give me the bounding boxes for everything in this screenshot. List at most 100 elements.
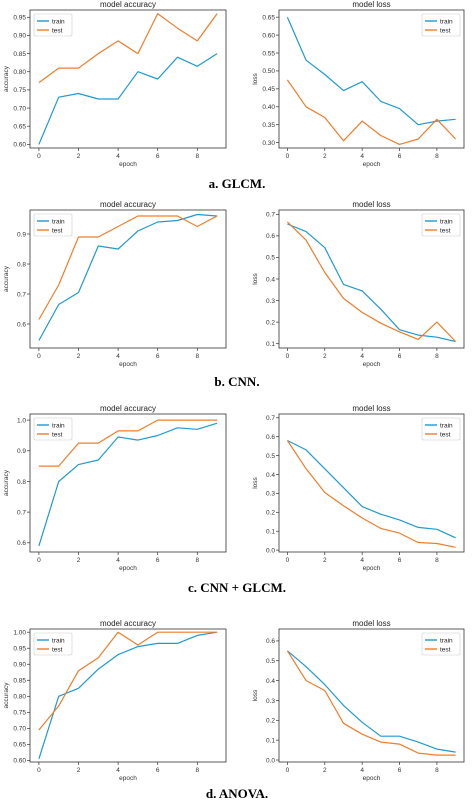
series-line-test: [38, 631, 218, 731]
y-tick-label: 0.60: [13, 142, 26, 149]
y-tick-label: 0.65: [13, 124, 26, 131]
chart-panel-7: model loss 0 2 4 6 8 0.0 0.1 0.2 0.3 0.4 0.5 0.6 epoc…: [237, 619, 474, 782]
x-tick-label: 8: [435, 557, 439, 564]
legend-label-test: test: [440, 27, 451, 34]
y-axis-label: loss: [252, 272, 259, 284]
y-tick-label: 0.5: [266, 255, 275, 262]
legend-label-test: test: [52, 431, 63, 438]
x-axis-label: epoch: [363, 775, 381, 782]
y-tick-label: 0.35: [262, 122, 275, 129]
y-tick-label: 0.3: [266, 491, 275, 498]
chart-title: model loss: [352, 0, 390, 9]
x-axis-label: epoch: [119, 775, 137, 782]
x-axis-label: epoch: [119, 565, 137, 572]
chart-title: model accuracy: [100, 619, 156, 628]
y-tick-label: 1.0: [17, 417, 26, 424]
x-tick-label: 6: [156, 767, 160, 774]
y-tick-label: 0.1: [266, 341, 275, 348]
plot-frame: [278, 9, 465, 149]
x-tick-label: 2: [77, 557, 81, 564]
y-tick-label: 0.60: [262, 32, 275, 39]
legend-label-test: test: [52, 646, 63, 653]
x-tick-label: 0: [286, 767, 290, 774]
y-axis-label: loss: [252, 72, 259, 84]
legend-label-train: train: [440, 637, 453, 644]
legend-label-train: train: [52, 637, 65, 644]
y-tick-label: 0.1: [266, 529, 275, 536]
x-axis-label: epoch: [119, 361, 137, 368]
x-tick-label: 4: [116, 767, 120, 774]
y-tick-label: 0.85: [13, 678, 26, 685]
y-tick-label: 0.70: [13, 105, 26, 112]
x-tick-label: 2: [323, 557, 327, 564]
x-tick-label: 8: [195, 557, 199, 564]
x-tick-label: 0: [286, 557, 290, 564]
x-tick-label: 4: [116, 557, 120, 564]
y-tick-label: 0.3: [266, 698, 275, 705]
y-tick-label: 0.9: [17, 231, 26, 238]
series-line-train: [286, 16, 456, 126]
chart-title: model loss: [352, 619, 390, 628]
chart-title: model loss: [352, 404, 390, 413]
y-axis-label: accuracy: [3, 265, 10, 292]
x-tick-label: 6: [156, 353, 160, 360]
y-tick-label: 0.90: [13, 662, 26, 669]
x-tick-label: 6: [156, 557, 160, 564]
x-tick-label: 8: [195, 153, 199, 160]
chart-panel-3: model loss 0 2 4 6 8 0.1 0.2 0.3 0.4 0.5 0.6 0.7 epoc…: [237, 200, 474, 372]
x-tick-label: 2: [323, 353, 327, 360]
legend-label-train: train: [52, 218, 65, 225]
legend-label-test: test: [52, 227, 63, 234]
chart-svg: model loss 0 2 4 6 8 0.30 0.35 0.40 0.45 0.50 0.55 0…: [252, 0, 465, 168]
x-tick-label: 6: [398, 153, 402, 160]
x-tick-label: 4: [360, 557, 364, 564]
x-tick-label: 0: [286, 153, 290, 160]
y-tick-label: 0.4: [266, 678, 275, 685]
legend-label-test: test: [440, 227, 451, 234]
y-tick-label: 0.0: [266, 547, 275, 554]
x-tick-label: 2: [77, 353, 81, 360]
series-line-test: [38, 419, 218, 467]
y-tick-label: 0.55: [262, 50, 275, 57]
x-tick-label: 0: [37, 153, 41, 160]
y-tick-label: 0.65: [13, 742, 26, 749]
y-tick-label: 0.85: [13, 51, 26, 58]
series-line-train: [287, 650, 456, 753]
chart-panel-6: model accuracy 0 2 4 6 8 0.60 0.65 0.70 0.75 0.80 0…: [0, 619, 237, 782]
y-tick-label: 0.4: [266, 276, 275, 283]
y-tick-label: 0.5: [266, 658, 275, 665]
legend-label-train: train: [440, 218, 453, 225]
x-tick-label: 8: [435, 153, 439, 160]
series-line-test: [286, 440, 456, 548]
x-tick-label: 8: [195, 767, 199, 774]
y-tick-label: 0.60: [13, 758, 26, 765]
y-axis-label: loss: [252, 476, 259, 488]
series-line-test: [286, 221, 457, 342]
legend-label-test: test: [440, 431, 451, 438]
y-tick-label: 0.4: [266, 472, 275, 479]
legend-label-train: train: [52, 18, 65, 25]
y-tick-label: 0.75: [13, 87, 26, 94]
x-tick-label: 8: [195, 353, 199, 360]
y-tick-label: 0.6: [266, 233, 275, 240]
x-tick-label: 2: [77, 767, 81, 774]
x-tick-label: 0: [37, 557, 41, 564]
x-tick-label: 4: [360, 767, 364, 774]
chart-svg: model loss 0 2 4 6 8 0.0 0.1 0.2 0.3 0.4 0.5 0.6 epoc…: [252, 619, 465, 782]
y-tick-label: 0.90: [13, 33, 26, 40]
chart-svg: model accuracy 0 2 4 6 8 0.60 0.65 0.70 0.75 0.80 0…: [3, 0, 227, 168]
legend-label-train: train: [52, 422, 65, 429]
legend-label-test: test: [52, 27, 63, 34]
y-tick-label: 0.45: [262, 86, 275, 93]
series-line-test: [286, 79, 457, 145]
y-tick-label: 0.3: [266, 298, 275, 305]
y-tick-label: 0.50: [262, 68, 275, 75]
x-tick-label: 6: [156, 153, 160, 160]
plot-frame: [278, 413, 465, 553]
y-tick-label: 0.65: [262, 14, 275, 21]
y-tick-label: 0.7: [266, 212, 275, 219]
y-tick-label: 1.00: [13, 630, 26, 637]
x-tick-label: 0: [37, 353, 41, 360]
y-tick-label: 0.2: [266, 718, 275, 725]
chart-panel-2: model accuracy 0 2 4 6 8 0.6 0.7 0.8 0.9 epoch accu…: [0, 200, 237, 372]
